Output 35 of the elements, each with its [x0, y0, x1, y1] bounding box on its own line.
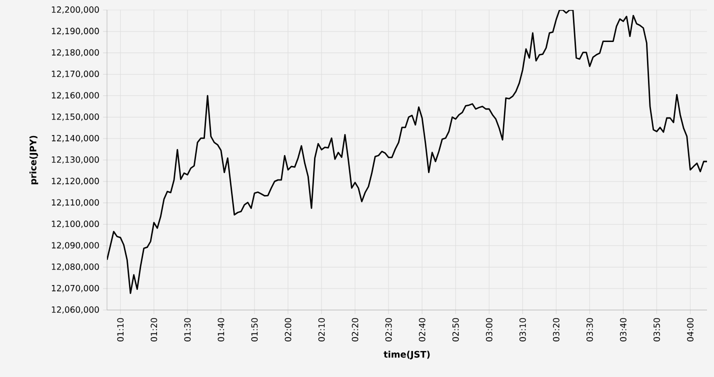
x-tick-label: 03:30	[586, 318, 593, 342]
y-tick-label: 12,110,000	[52, 199, 99, 206]
x-tick-label: 01:20	[150, 318, 158, 342]
y-tick-label: 12,070,000	[52, 284, 99, 292]
x-tick-label: 03:10	[519, 318, 526, 342]
x-tick-label: 04:00	[687, 318, 694, 342]
x-tick-label: 02:50	[452, 318, 459, 342]
y-tick-label: 12,100,000	[52, 220, 99, 228]
x-tick-label: 01:10	[117, 318, 124, 342]
x-tick-label: 01:30	[184, 318, 191, 342]
y-tick-label: 12,150,000	[52, 114, 99, 121]
x-tick-label: 01:50	[251, 318, 258, 342]
x-tick-label: 02:30	[385, 318, 392, 342]
y-axis-title: price(JPY)	[29, 136, 38, 184]
y-tick-label: 12,060,000	[52, 306, 99, 314]
y-tick-label: 12,130,000	[52, 156, 99, 164]
y-tick-label: 12,140,000	[52, 134, 99, 142]
x-tick-label: 03:50	[654, 318, 660, 342]
x-tick-label: 03:40	[620, 318, 626, 342]
y-tick-label: 12,200,000	[52, 6, 99, 14]
x-tick-label: 01:40	[218, 318, 224, 342]
y-tick-label: 12,190,000	[52, 28, 99, 36]
x-tick-label: 03:00	[486, 318, 492, 342]
x-tick-label: 02:40	[418, 318, 426, 342]
y-tick-label: 12,180,000	[52, 49, 99, 56]
y-tick-label: 12,080,000	[52, 264, 99, 271]
y-tick-label: 12,160,000	[52, 92, 99, 100]
x-tick-label: 03:20	[552, 318, 560, 342]
y-tick-label: 12,120,000	[52, 178, 99, 186]
x-tick-label: 02:20	[352, 318, 358, 342]
x-axis-title: time(JST)	[384, 350, 430, 360]
x-tick-label: 02:00	[284, 318, 292, 342]
y-tick-label: 12,090,000	[52, 242, 99, 250]
y-tick-label: 12,170,000	[52, 70, 99, 78]
x-tick-label: 02:10	[318, 318, 325, 342]
